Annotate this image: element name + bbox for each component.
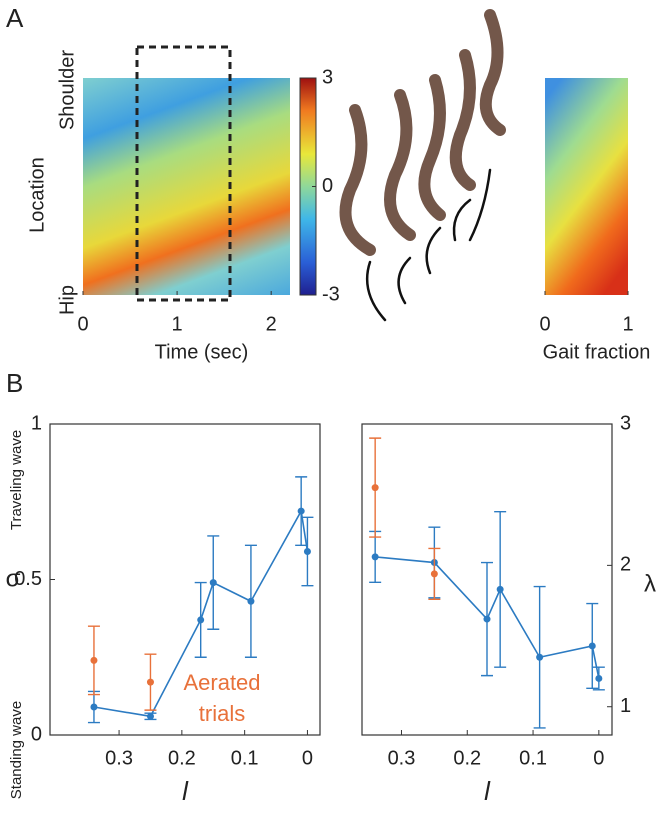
x-axis-label: l — [182, 776, 189, 806]
x-tick-label: 0.3 — [388, 747, 416, 769]
y-tick-label: 3 — [620, 412, 631, 434]
colorbar-tick-label: 3 — [322, 66, 333, 88]
x-tick-label: 0 — [593, 747, 604, 769]
x-axis-label: Gait fraction — [543, 341, 651, 363]
x-tick-label: 1 — [172, 313, 183, 335]
data-point — [496, 585, 504, 593]
data-point — [430, 570, 438, 578]
row-label: Hip — [56, 285, 78, 315]
y-tick-label: 1 — [31, 412, 42, 434]
x-tick-label: 0.3 — [105, 747, 133, 769]
data-point — [197, 616, 205, 624]
data-point — [536, 653, 544, 661]
data-point — [146, 678, 154, 686]
x-tick-label: 2 — [266, 313, 277, 335]
y-axis-label: Location — [26, 157, 48, 233]
data-point — [90, 703, 98, 711]
x-tick-label: 0.2 — [168, 747, 196, 769]
row-label: Shoulder — [56, 50, 78, 130]
data-point — [90, 656, 98, 664]
series-label: Aerated trials — [183, 670, 260, 726]
x-axis-label: Time (sec) — [155, 341, 249, 363]
colorbar-tick-label: 0 — [322, 175, 333, 197]
data-point — [146, 712, 154, 720]
x-tick-label: 0.1 — [519, 747, 547, 769]
colorbar-tick-label: -3 — [322, 283, 340, 305]
x-tick-label: 0 — [77, 313, 88, 335]
x-tick-label: 0 — [302, 747, 313, 769]
y-axis-label: σ — [6, 565, 21, 592]
axes-box — [361, 423, 613, 736]
x-axis-label: l — [484, 776, 491, 806]
data-point — [483, 615, 491, 623]
data-point — [209, 579, 217, 587]
side-label: Traveling wave — [8, 430, 25, 530]
data-point — [371, 553, 379, 561]
side-label: Standing wave — [8, 701, 25, 799]
x-tick-label: 0.1 — [231, 747, 259, 769]
data-point — [588, 642, 596, 650]
data-point — [297, 507, 305, 515]
data-point — [595, 674, 603, 682]
x-tick-label: 1 — [622, 313, 633, 335]
highlight-box — [135, 45, 232, 302]
heatmap-image — [545, 78, 628, 295]
y-tick-label: 0.5 — [14, 568, 42, 590]
x-tick-label: 0 — [539, 313, 550, 335]
worm-illustration — [339, 9, 506, 322]
panel-label: A — [6, 3, 24, 33]
heatmap-image — [83, 78, 290, 295]
data-point — [303, 548, 311, 556]
y-tick-label: 2 — [620, 554, 631, 576]
x-tick-label: 0.2 — [453, 747, 481, 769]
y-tick-label: 1 — [620, 695, 631, 717]
data-point — [247, 597, 255, 605]
y-tick-label: 0 — [31, 723, 42, 745]
data-point — [371, 484, 379, 492]
panel-label: B — [6, 368, 23, 398]
y-axis-label: λ — [644, 570, 656, 597]
